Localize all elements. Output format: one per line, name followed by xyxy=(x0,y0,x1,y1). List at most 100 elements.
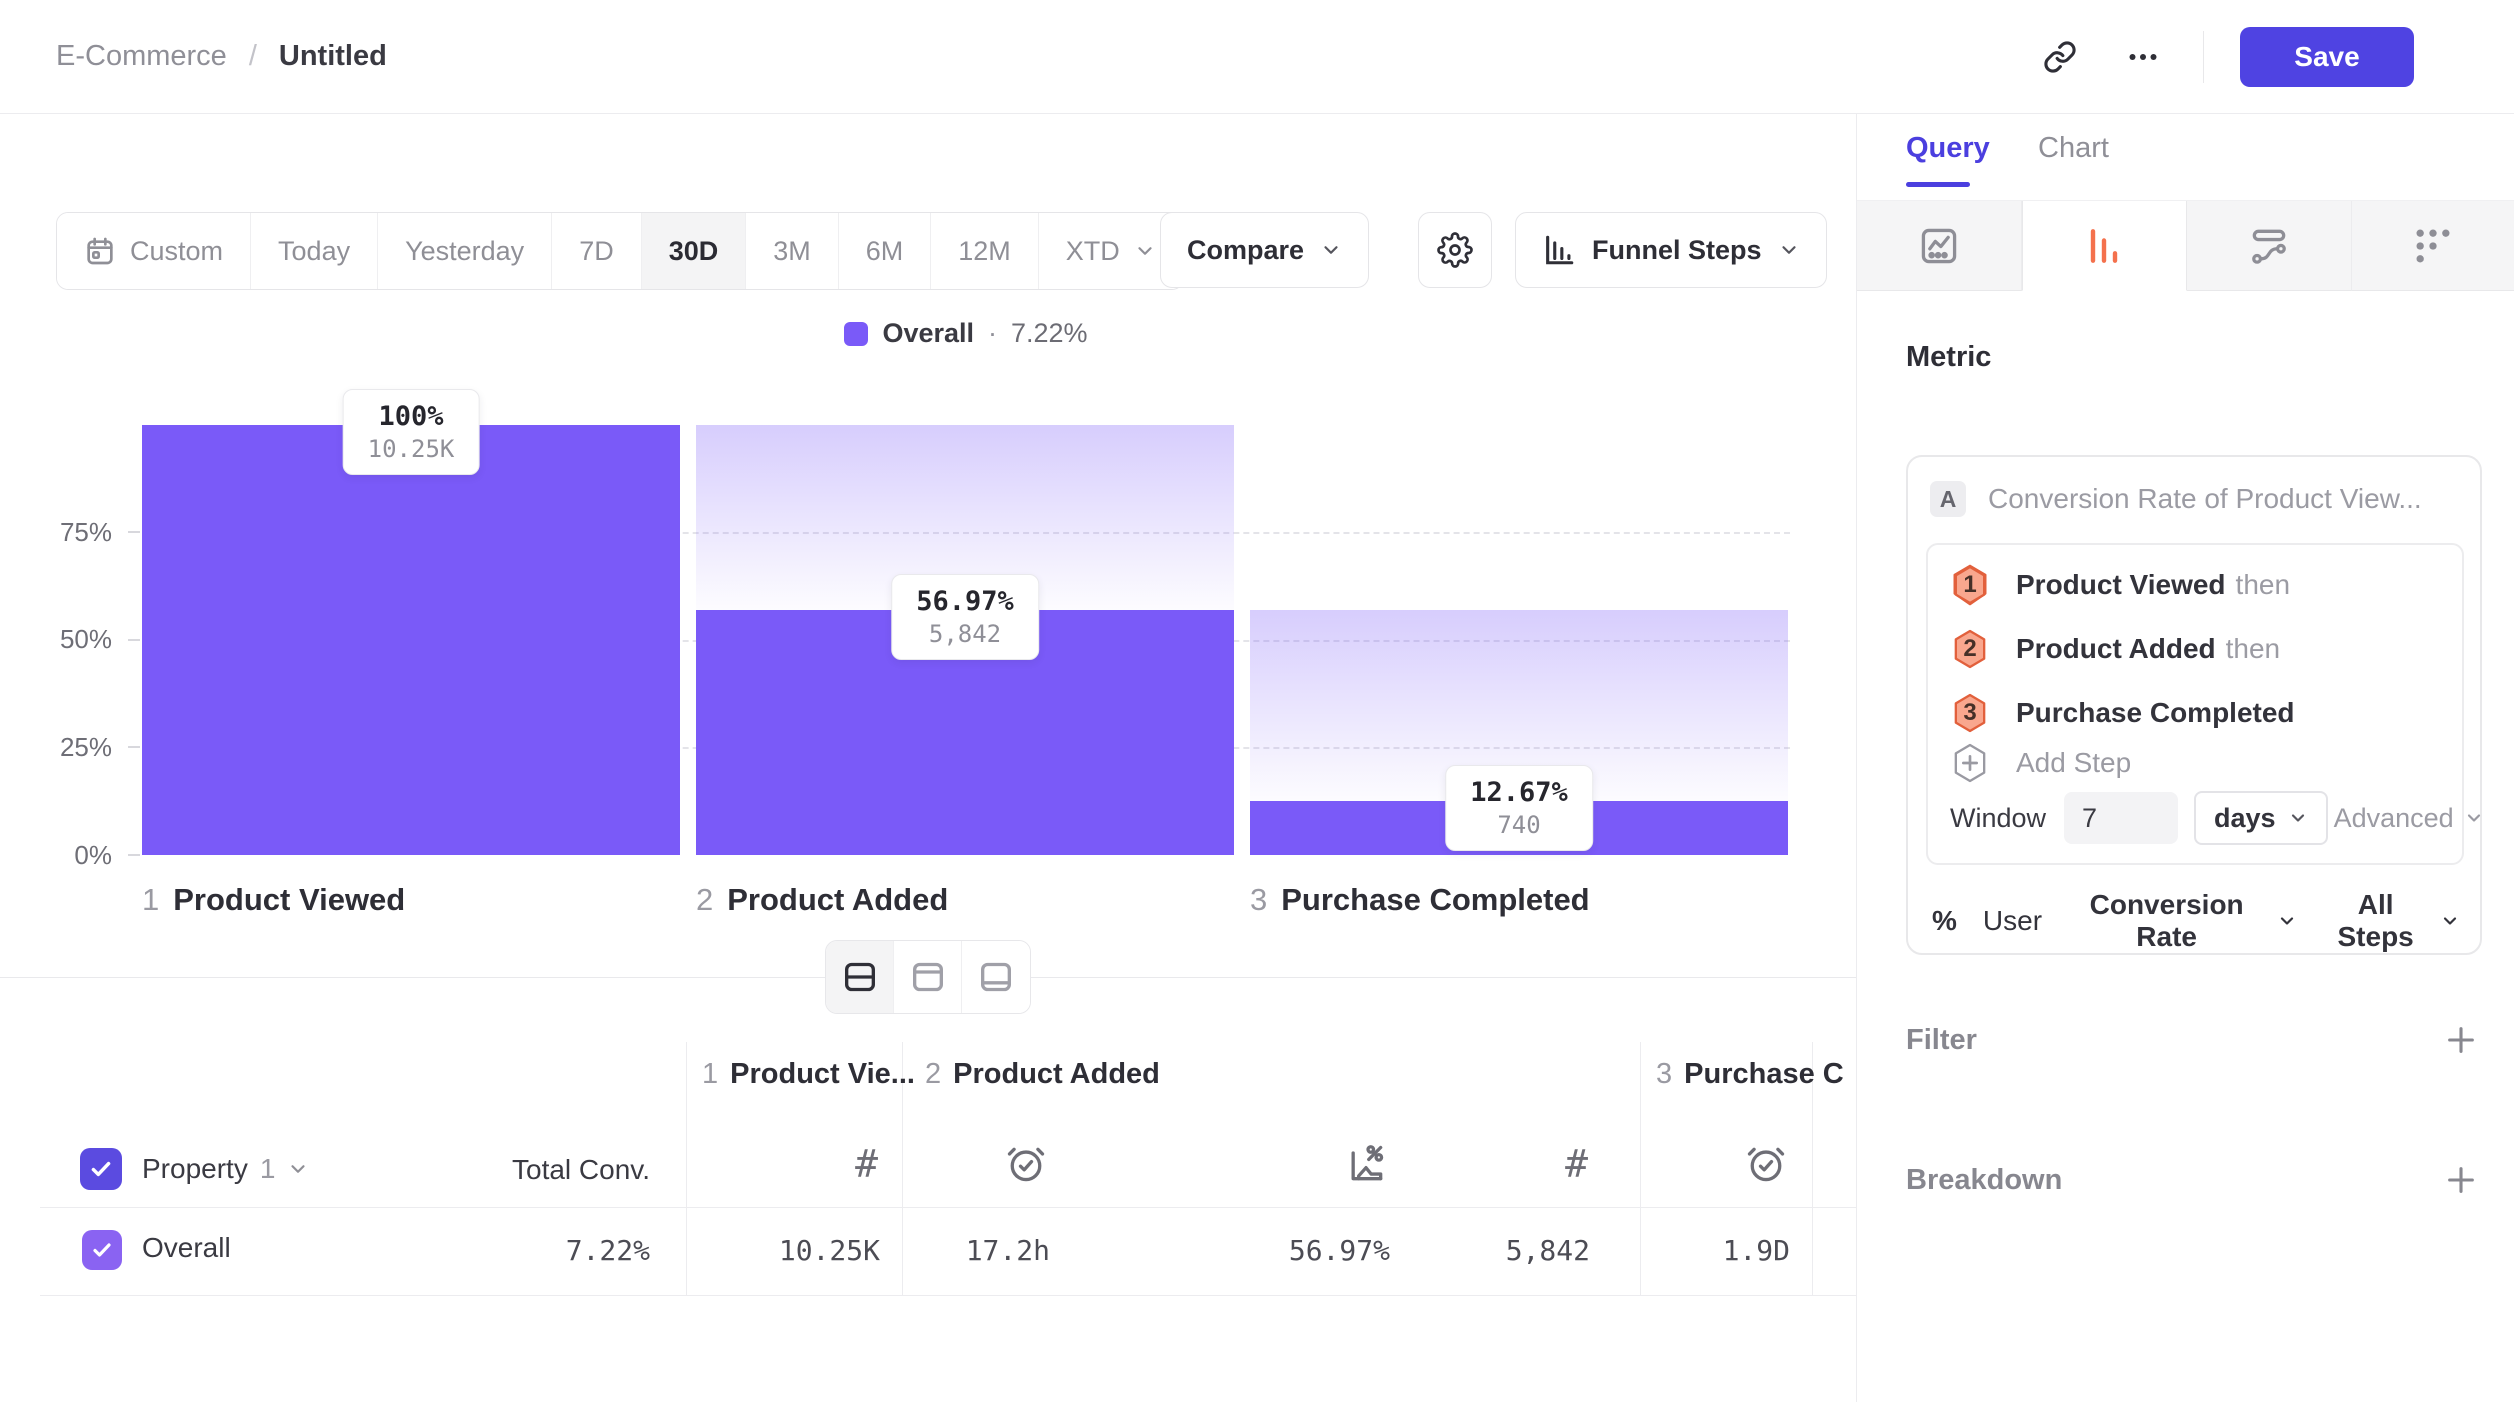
step-header-number: 1 xyxy=(702,1058,719,1090)
chart-legend[interactable]: Overall · 7.22% xyxy=(142,318,1790,349)
save-button[interactable]: Save xyxy=(2240,26,2414,87)
report-title[interactable]: Untitled xyxy=(278,40,387,72)
row-checkbox[interactable] xyxy=(82,1230,122,1270)
step-count: 740 xyxy=(1497,811,1541,839)
step-header-number: 3 xyxy=(1656,1058,1673,1090)
step-number: 3 xyxy=(1250,882,1268,917)
date-range-label: 3M xyxy=(773,235,811,266)
query-step-name: Purchase Completed xyxy=(2016,697,2295,728)
funnel-bar-step-3[interactable]: 12.67% 740 xyxy=(1250,425,1788,855)
date-range-6m[interactable]: 6M xyxy=(838,213,932,289)
layout-split-view-button[interactable] xyxy=(826,941,894,1013)
conv-rate-metric-header[interactable] xyxy=(1210,1142,1390,1186)
date-range-label: Custom xyxy=(130,235,224,266)
date-range-7d[interactable]: 7D xyxy=(552,213,642,289)
select-all-checkbox[interactable] xyxy=(80,1148,122,1190)
avg-time-metric-header[interactable] xyxy=(870,1142,1050,1186)
more-options-button[interactable] xyxy=(2119,33,2167,81)
tab-query[interactable]: Query xyxy=(1906,132,1990,164)
funnel-bar-fill xyxy=(142,425,680,855)
breakdown-heading: Breakdown xyxy=(1906,1163,2063,1196)
compare-button[interactable]: Compare xyxy=(1160,212,1370,288)
legend-swatch xyxy=(844,321,869,346)
measure-scope-dropdown[interactable]: All Steps xyxy=(2323,889,2460,953)
step-label-2: 2 Product Added xyxy=(696,882,948,918)
query-step-1[interactable]: 1 Product Viewed then xyxy=(1950,563,2290,607)
layout-chart-only-button[interactable] xyxy=(894,941,962,1013)
total-conv-header[interactable]: Total Conv. xyxy=(512,1154,650,1185)
window-unit-select[interactable]: days xyxy=(2194,791,2328,845)
report-type-insights-tab[interactable] xyxy=(1857,201,2022,291)
y-axis-tick-label: 0% xyxy=(74,840,112,870)
report-type-flows-tab[interactable] xyxy=(2187,201,2352,291)
window-unit-label: days xyxy=(2214,802,2276,833)
funnel-bar-step-2[interactable]: 56.97% 5,842 xyxy=(696,425,1234,855)
copy-link-button[interactable] xyxy=(2037,34,2083,80)
step-hexagon-badge: 2 xyxy=(1950,627,1990,671)
step-label-3: 3 Purchase Completed xyxy=(1250,882,1590,918)
date-range-today[interactable]: Today xyxy=(251,213,379,289)
add-breakdown-button[interactable] xyxy=(2440,1159,2482,1201)
date-range-yesterday[interactable]: Yesterday xyxy=(378,213,553,289)
step-count: 5,842 xyxy=(928,620,1002,648)
date-range-3m[interactable]: 3M xyxy=(746,213,839,289)
date-range-label: XTD xyxy=(1065,235,1120,266)
chart-settings-button[interactable] xyxy=(1418,212,1492,288)
measurement-row: % User Conversion Rate All Steps xyxy=(1932,889,2460,953)
add-filter-button[interactable] xyxy=(2440,1019,2482,1061)
date-range-30d-selected[interactable]: 30D xyxy=(641,213,747,289)
retention-dots-icon xyxy=(2411,224,2455,268)
report-type-tabs xyxy=(1857,200,2514,291)
step-hexagon-badge: 3 xyxy=(1950,691,1990,735)
step-hexagon-badge: 1 xyxy=(1950,563,1990,607)
y-axis-tick xyxy=(128,639,140,641)
funnel-bar-step-1[interactable]: 100% 10.25K xyxy=(142,389,680,855)
count-metric-header[interactable]: # xyxy=(700,1142,880,1186)
chart-type-selector[interactable]: Funnel Steps xyxy=(1515,212,1827,288)
table-column-divider xyxy=(902,1042,903,1295)
step-name: Purchase Completed xyxy=(1281,882,1590,917)
ellipsis-icon xyxy=(2125,39,2161,75)
breadcrumb-separator: / xyxy=(248,40,257,72)
step-connector: then xyxy=(2225,633,2281,664)
breadcrumb-project[interactable]: E-Commerce xyxy=(56,40,227,72)
funnel-chart-icon xyxy=(2082,224,2126,268)
clock-check-icon xyxy=(1744,1142,1788,1186)
gear-icon xyxy=(1437,232,1473,268)
avg-time-metric-header[interactable] xyxy=(1610,1142,1790,1186)
step-conversion-pct: 100% xyxy=(378,401,444,432)
table-step3-header[interactable]: 3 Purchase C xyxy=(1656,1058,1844,1091)
layout-table-only-button[interactable] xyxy=(962,941,1030,1013)
plus-icon xyxy=(2444,1023,2478,1057)
y-axis-tick-label: 50% xyxy=(59,624,112,654)
table-column-divider xyxy=(1640,1042,1641,1295)
date-range-label: Yesterday xyxy=(405,235,525,266)
measure-type-dropdown[interactable]: Conversion Rate xyxy=(2068,889,2297,953)
funnel-bar-value-label: 12.67% 740 xyxy=(1445,765,1593,851)
report-type-funnels-tab-active[interactable] xyxy=(2021,201,2187,291)
count-metric-header[interactable]: # xyxy=(1410,1142,1590,1186)
property-selector[interactable]: Property 1 xyxy=(142,1148,309,1190)
add-step-button[interactable]: Add Step xyxy=(1950,741,2131,785)
window-value-input[interactable] xyxy=(2064,792,2179,844)
query-step-3[interactable]: 3 Purchase Completed xyxy=(1950,691,2305,735)
tab-chart[interactable]: Chart xyxy=(2038,132,2109,164)
advanced-options-toggle[interactable]: Advanced xyxy=(2328,802,2490,835)
query-panel: Query Chart xyxy=(1856,114,2514,1402)
row-label: Overall xyxy=(142,1232,231,1263)
date-range-xtd[interactable]: XTD xyxy=(1038,213,1183,289)
chevron-down-icon xyxy=(1778,239,1800,261)
query-step-2[interactable]: 2 Product Added then xyxy=(1950,627,2280,671)
date-range-custom[interactable]: Custom xyxy=(57,213,252,289)
check-icon xyxy=(90,1238,114,1262)
table-step1-header[interactable]: 1 Product Vie... xyxy=(702,1058,915,1091)
measure-type-label: Conversion Rate xyxy=(2089,889,2244,952)
metric-series-row[interactable]: A Conversion Rate of Product View... xyxy=(1930,481,2460,517)
header-divider xyxy=(2203,30,2204,83)
split-view-icon xyxy=(840,957,880,997)
date-range-12m[interactable]: 12M xyxy=(931,213,1039,289)
report-type-retention-tab[interactable] xyxy=(2351,201,2514,291)
table-step2-header[interactable]: 2 Product Added xyxy=(925,1058,1160,1091)
layout-toggle-group xyxy=(825,940,1031,1014)
